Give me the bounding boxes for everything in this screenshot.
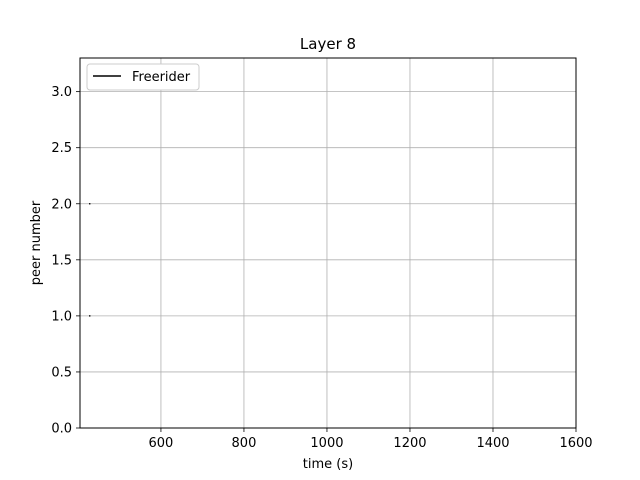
grid (80, 58, 577, 429)
x-tick-label: 1000 (310, 436, 343, 451)
x-tick-label: 600 (149, 436, 174, 451)
x-tick-label: 800 (232, 436, 257, 451)
x-axis-label: time (s) (303, 457, 353, 472)
y-tick-label: 1.0 (51, 309, 72, 324)
series-layer (89, 203, 91, 317)
y-tick-label: 1.5 (51, 253, 72, 268)
chart-title: Layer 8 (300, 35, 356, 53)
legend: Freerider (86, 63, 200, 91)
x-axis: 600 800 1000 1200 1400 1600 (149, 428, 593, 451)
legend-box (86, 63, 200, 91)
x-tick-label: 1600 (559, 436, 592, 451)
y-tick-label: 2.0 (51, 197, 72, 212)
y-axis-label: peer number (29, 200, 44, 285)
y-tick-label: 0.0 (51, 422, 72, 437)
x-tick-label: 1200 (393, 436, 426, 451)
y-tick-label: 0.5 (51, 365, 72, 380)
legend-label-freerider: Freerider (132, 70, 191, 85)
x-tick-label: 1400 (476, 436, 509, 451)
y-tick-label: 2.5 (51, 141, 72, 156)
y-axis: 0.0 0.5 1.0 1.5 2.0 2.5 3.0 (51, 85, 80, 437)
y-tick-label: 3.0 (51, 85, 72, 100)
plot-frame (79, 57, 577, 429)
plot-area (80, 58, 576, 428)
